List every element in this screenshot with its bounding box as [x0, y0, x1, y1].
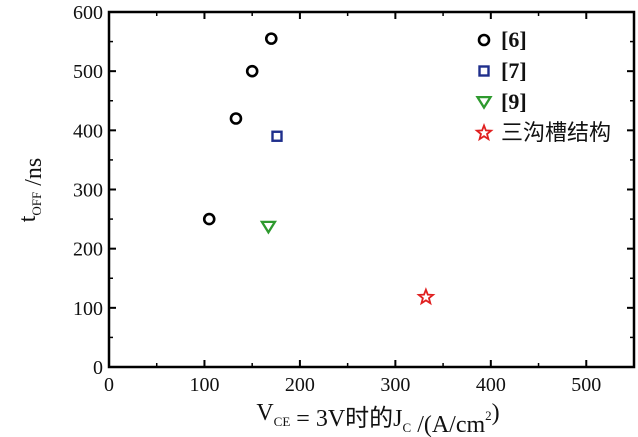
axis-label-text: = 3V时的J — [290, 405, 402, 432]
axis-label-text: t — [15, 215, 41, 222]
legend-label: [9] — [501, 89, 527, 114]
axis-label-text: /(A/cm — [411, 412, 485, 437]
x-tick-label: 300 — [380, 374, 410, 396]
ticks-layer: 0 100 200 300 400 500 0 100 200 300 400 500 600 — [73, 2, 634, 396]
legend-marker — [474, 122, 494, 142]
axis-label-text: ) — [492, 400, 500, 426]
legend-label: 三沟槽结构 — [501, 120, 611, 145]
data-point — [264, 32, 278, 45]
legend-marker — [475, 95, 493, 110]
points-layer — [202, 32, 436, 306]
data-point — [245, 64, 259, 78]
data-point — [229, 112, 243, 125]
x-tick-label: 100 — [189, 374, 219, 396]
axis-label-text: V — [256, 400, 274, 426]
y-tick-label: 300 — [73, 180, 103, 202]
data-point — [259, 220, 277, 235]
legend-marker — [478, 65, 490, 77]
x-tick-label: 500 — [571, 374, 601, 396]
y-tick-label: 500 — [73, 61, 103, 83]
axis-label-superscript: 2 — [485, 408, 492, 423]
legend: [6] [7] [9] 三沟槽结构 — [474, 27, 611, 145]
x-axis-label: VCE = 3V时的JC /(A/cm2) — [256, 400, 499, 437]
data-point — [271, 130, 283, 142]
axis-label-subscript: C — [403, 420, 412, 435]
legend-marker — [477, 33, 491, 47]
x-tick-label: 200 — [285, 374, 315, 396]
legend-label: [6] — [501, 27, 527, 52]
axis-label-subscript: OFF — [29, 192, 44, 216]
y-axis-label: tOFF /ns — [15, 158, 47, 223]
y-tick-label: 100 — [73, 298, 103, 320]
data-point — [202, 212, 216, 226]
x-tick-label: 400 — [476, 374, 506, 396]
legend-label: [7] — [501, 58, 527, 83]
plot-frame — [107, 10, 636, 369]
axis-label-subscript: CE — [274, 414, 291, 429]
x-tick-label: 0 — [104, 374, 114, 396]
data-point — [416, 287, 436, 306]
axis-label-text: /ns — [21, 158, 47, 192]
y-tick-label: 0 — [93, 357, 103, 379]
y-tick-label: 400 — [73, 120, 103, 142]
y-tick-label: 600 — [73, 2, 103, 24]
y-tick-label: 200 — [73, 239, 103, 261]
